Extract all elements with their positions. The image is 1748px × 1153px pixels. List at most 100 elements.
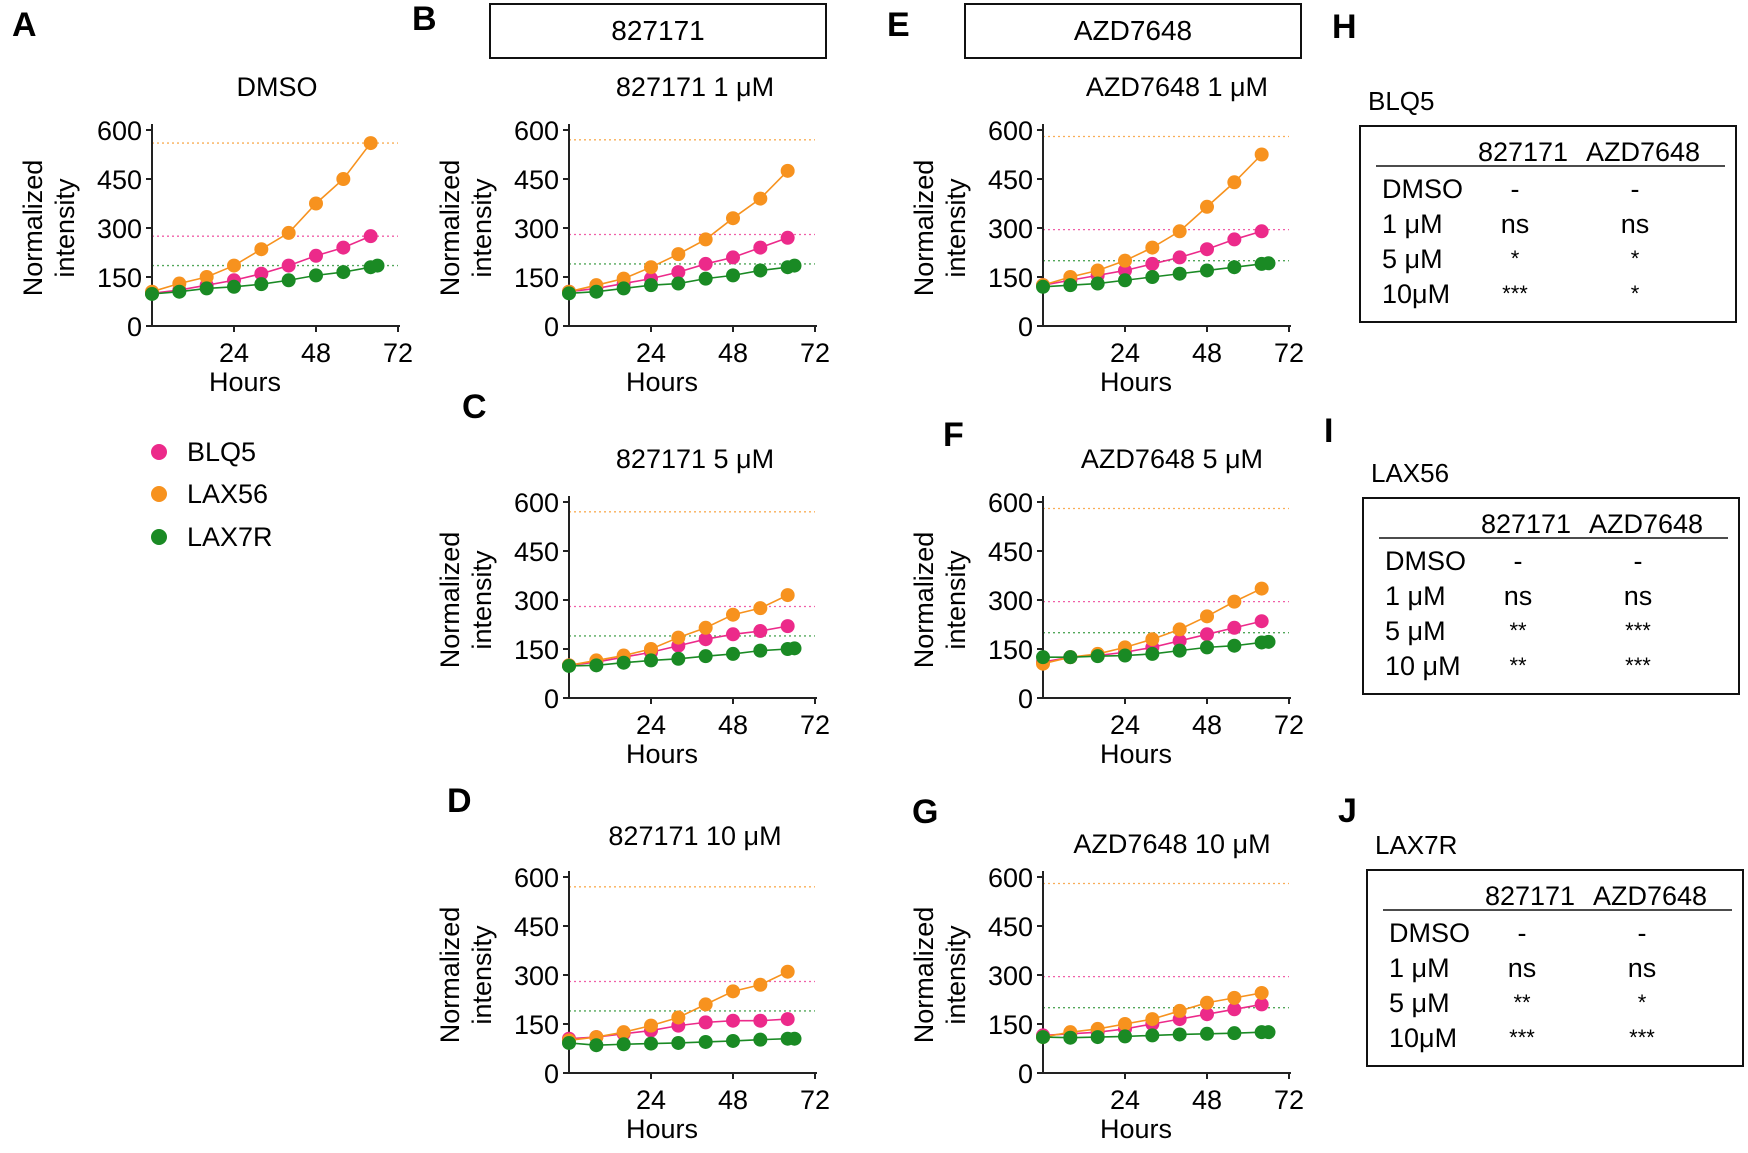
x-axis-title: Hours: [1100, 739, 1172, 769]
data-point-BLQ5: [1227, 1002, 1242, 1017]
table-row-label: 1 μM: [1382, 209, 1443, 239]
table-cell: ns: [1501, 209, 1530, 239]
x-tick-label: 72: [800, 1085, 830, 1115]
x-tick-label: 24: [1110, 1085, 1140, 1115]
y-tick-label: 450: [988, 912, 1033, 942]
data-point-BLQ5: [254, 266, 269, 281]
data-point-LAX7R: [172, 284, 187, 299]
data-point-LAX7R: [1172, 643, 1187, 658]
data-point-LAX7R: [1063, 650, 1078, 665]
data-point-LAX56: [1200, 995, 1214, 1010]
table-cell: *: [1638, 990, 1647, 1015]
y-tick-label: 300: [988, 961, 1033, 991]
data-point-LAX7R: [1118, 648, 1132, 663]
x-tick-label: 48: [1192, 710, 1222, 740]
data-point-LAX56: [753, 191, 768, 206]
table-row-label: DMSO: [1385, 546, 1466, 576]
data-point-LAX56: [1145, 240, 1160, 255]
data-point-LAX56: [1227, 990, 1242, 1005]
table-cell: ns: [1624, 581, 1653, 611]
y-tick-label: 150: [97, 263, 142, 293]
panel-letter-H: H: [1332, 8, 1357, 46]
x-tick-label: 72: [383, 338, 413, 368]
table-row: 10μM *** ***: [1389, 1023, 1655, 1053]
y-tick-label: 0: [544, 684, 559, 714]
chart-title: AZD7648 1 μM: [1086, 72, 1268, 102]
data-point-LAX56: [1118, 253, 1132, 268]
x-axis-title: Hours: [626, 367, 698, 397]
y-tick-label: 150: [988, 263, 1033, 293]
data-point-LAX7R: [1200, 1026, 1214, 1041]
y-axis-title-line: intensity: [941, 178, 971, 278]
chart-title: AZD7648 10 μM: [1073, 829, 1270, 859]
data-point-LAX7R: [1200, 263, 1214, 278]
series-line-LAX7R: [1043, 641, 1269, 658]
y-tick-label: 450: [97, 165, 142, 195]
series-line-LAX7R: [568, 264, 795, 295]
data-point-LAX56: [363, 136, 378, 151]
data-point-LAX7R: [1036, 650, 1050, 665]
chart-title: DMSO: [237, 72, 318, 102]
table-cell: ns: [1504, 581, 1533, 611]
series-line-LAX7R: [568, 1037, 795, 1047]
data-point-BLQ5: [671, 265, 686, 280]
table-cell: ***: [1625, 618, 1651, 643]
table-row-label: 10μM: [1389, 1023, 1457, 1053]
y-axis-title-line: Normalized: [18, 160, 48, 297]
table-column-header: AZD7648: [1589, 509, 1703, 539]
x-tick-label: 48: [1192, 338, 1222, 368]
table-cell: **: [1513, 990, 1531, 1015]
table-frame: [1366, 869, 1744, 1067]
data-point-LAX7R: [644, 1036, 658, 1051]
data-point-LAX7R: [753, 263, 768, 278]
data-point-BLQ5: [1254, 997, 1269, 1012]
x-tick-label: 72: [1274, 338, 1304, 368]
y-axis-title-line: intensity: [941, 550, 971, 650]
x-tick-label: 24: [636, 710, 666, 740]
data-point-BLQ5: [1145, 256, 1160, 271]
data-point-LAX7R: [726, 268, 740, 283]
table-cell: *: [1631, 281, 1640, 306]
data-point-LAX56: [698, 997, 713, 1012]
data-point-BLQ5: [753, 240, 768, 255]
table-column-header: 827171: [1485, 881, 1575, 911]
y-tick-label: 0: [544, 312, 559, 342]
y-axis-title-line: intensity: [467, 178, 497, 278]
table-row-label: 5 μM: [1389, 988, 1450, 1018]
data-point-LAX7R: [1172, 1027, 1187, 1042]
data-point-BLQ5: [1118, 263, 1132, 278]
legend-label-LAX7R: LAX7R: [187, 522, 273, 552]
table-row-label: 10 μM: [1385, 651, 1461, 681]
data-point-LAX56: [726, 607, 740, 622]
series-line-LAX7R: [1042, 1031, 1269, 1039]
table-row-label: 5 μM: [1385, 616, 1446, 646]
table-cell: ***: [1509, 1025, 1535, 1050]
data-point-LAX56: [753, 977, 768, 992]
y-axis-title: Normalizedintensity: [435, 907, 497, 1044]
table-frame: [1362, 497, 1740, 695]
y-tick-label: 600: [988, 488, 1033, 518]
data-point-BLQ5: [1200, 1007, 1214, 1022]
series-line-LAX7R: [1042, 262, 1269, 288]
y-tick-label: 450: [514, 912, 559, 942]
data-point-LAX56: [1172, 1003, 1187, 1018]
table-cell: ns: [1621, 209, 1650, 239]
table-cell: ns: [1508, 953, 1537, 983]
data-point-LAX56: [644, 1018, 658, 1033]
data-point-LAX56: [780, 588, 795, 603]
y-tick-label: 150: [988, 635, 1033, 665]
data-point-LAX56: [1145, 632, 1160, 647]
y-axis-title-line: Normalized: [909, 907, 939, 1044]
data-point-BLQ5: [1227, 620, 1242, 635]
data-point-LAX56: [281, 225, 296, 240]
x-axis-title: Hours: [1100, 1114, 1172, 1144]
table-title: LAX7R: [1375, 830, 1457, 860]
data-point-LAX7R: [1036, 279, 1050, 294]
x-axis-title: Hours: [209, 367, 281, 397]
x-tick-label: 72: [1274, 1085, 1304, 1115]
data-point-BLQ5: [753, 624, 768, 639]
data-point-LAX7R: [589, 1038, 604, 1053]
data-point-BLQ5: [1200, 627, 1214, 642]
